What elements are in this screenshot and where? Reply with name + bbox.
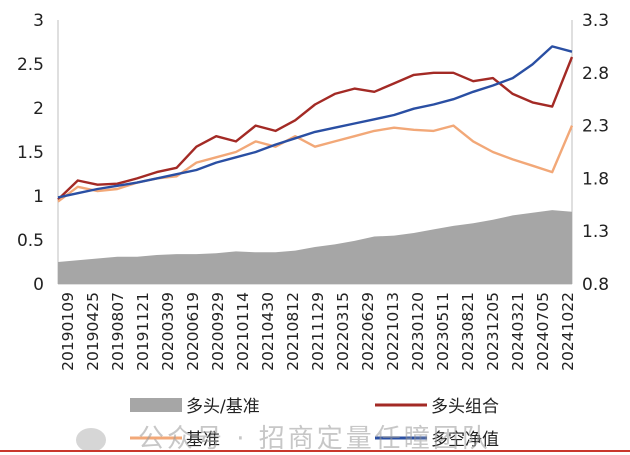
- x-tick-label: 20190425: [84, 292, 102, 371]
- legend-swatch: [130, 398, 182, 412]
- x-tick-label: 20231205: [484, 292, 502, 371]
- x-tick-label: 20240321: [509, 292, 527, 371]
- legend-label: 多头/基准: [186, 397, 260, 417]
- y-left-tick-label: 0.5: [17, 231, 44, 251]
- x-tick-label: 20191121: [134, 292, 152, 371]
- y-left-tick-label: 2.5: [17, 55, 44, 75]
- x-tick-label: 20240705: [534, 292, 552, 371]
- x-tick-label: 20210114: [234, 292, 252, 371]
- x-tick-label: 20190807: [109, 292, 127, 371]
- y-left-tick-label: 1.5: [17, 143, 44, 163]
- y-right-ticks: 0.8 1.3 1.8 2.3 2.8 3.3: [582, 11, 609, 295]
- x-tick-label: 20190109: [59, 292, 77, 371]
- x-tick-label: 20200929: [209, 292, 227, 371]
- x-tick-label: 20200309: [159, 292, 177, 371]
- bottom-rule: [0, 450, 630, 452]
- y-left-tick-label: 0: [33, 275, 44, 295]
- legend-label: 基准: [186, 430, 220, 450]
- y-right-tick-label: 3.3: [582, 11, 609, 31]
- area-多头/基准: [58, 210, 572, 284]
- x-ticks: 20190109 20190425 20190807 20191121 20200309…: [59, 292, 577, 371]
- watermark: 公众号 · 招商定量任瞳团队: [76, 418, 491, 455]
- x-tick-label: 20220315: [334, 292, 352, 371]
- y-right-tick-label: 1.3: [582, 222, 609, 242]
- x-tick-label: 20220629: [359, 292, 377, 371]
- x-tick-label: 20210812: [284, 292, 302, 371]
- y-right-tick-label: 2.8: [582, 64, 609, 84]
- x-tick-label: 20221013: [384, 292, 402, 371]
- watermark-text: 公众号 · 招商定量任瞳团队: [138, 424, 491, 454]
- line-基准: [57, 124, 574, 203]
- x-tick-label: 20230120: [409, 292, 427, 371]
- x-tick-label: 20200619: [184, 292, 202, 371]
- x-tick-label: 20211129: [309, 292, 327, 371]
- y-left-tick-label: 2: [33, 99, 44, 119]
- y-right-tick-label: 1.8: [582, 169, 609, 189]
- x-tick-label: 20230511: [434, 292, 452, 371]
- line-多空净值: [57, 45, 573, 199]
- wechat-icon: [76, 427, 106, 452]
- line-series: [57, 45, 574, 203]
- y-left-tick-label: 3: [33, 11, 44, 31]
- x-tick-label: 20210430: [259, 292, 277, 371]
- legend-label: 多空净值: [431, 430, 499, 450]
- y-right-tick-label: 2.3: [582, 117, 609, 137]
- legend-label: 多头组合: [431, 397, 499, 417]
- y-left-ticks: 0 0.5 1 1.5 2 2.5 3: [17, 11, 44, 295]
- x-tick-label: 20241022: [559, 292, 577, 371]
- x-tick-label: 20230821: [459, 292, 477, 371]
- y-left-tick-label: 1: [33, 187, 44, 207]
- area-series: [58, 210, 572, 284]
- y-right-tick-label: 0.8: [582, 275, 609, 295]
- line-多头组合: [57, 56, 574, 201]
